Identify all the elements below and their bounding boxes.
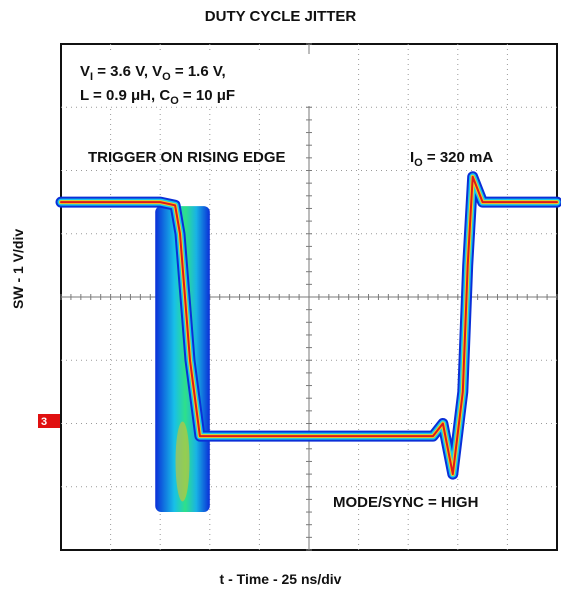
x-axis-label: t - Time - 25 ns/div (219, 571, 342, 587)
load-current-note: IO = 320 mA (410, 149, 493, 169)
trace-layer (55, 171, 561, 480)
trace-core (60, 175, 558, 476)
conditions-line-1: VI = 3.6 V, VO = 1.6 V, (80, 63, 226, 83)
chart-title: DUTY CYCLE JITTER (204, 8, 357, 25)
channel-marker-label: 3 (41, 416, 47, 428)
channel-marker-flag (38, 414, 60, 428)
conditions-line-2: L = 0.9 μH, CO = 10 μF (80, 87, 235, 107)
conditions-box (70, 54, 318, 106)
trigger-note: TRIGGER ON RISING EDGE (88, 149, 286, 166)
mode-sync-note: MODE/SYNC = HIGH (333, 494, 478, 511)
jitter-hotspot (175, 421, 190, 502)
